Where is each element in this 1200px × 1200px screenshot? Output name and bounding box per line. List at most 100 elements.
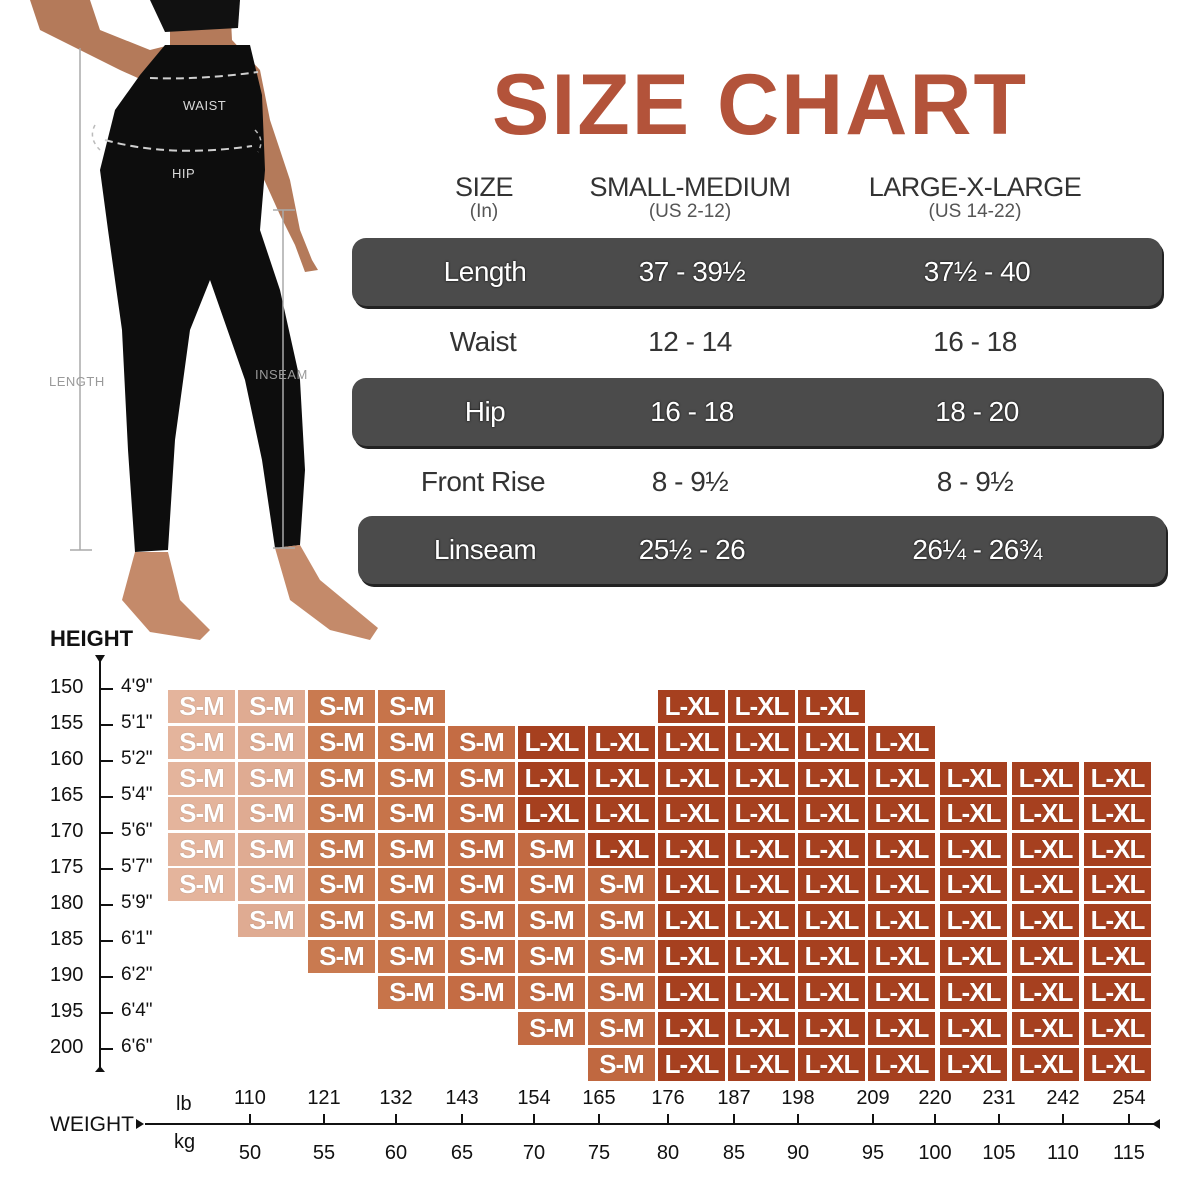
row-lxl-value: 8 - 9½ [936,466,1014,497]
size-cell-lxl: L-XL [940,1012,1007,1045]
size-cell-sm: S-M [448,940,515,973]
weight-kg-label: 65 [450,1142,474,1164]
weight-lb-label: 242 [1046,1087,1080,1109]
weight-lb-label: 231 [982,1087,1016,1109]
weight-lb-label: 198 [781,1087,815,1109]
size-cell-sm: S-M [378,690,445,723]
size-cell-sm: S-M [518,868,585,901]
size-cell-lxl: L-XL [940,833,1007,866]
row-label: Waist [449,326,517,357]
size-cell-sm: S-M [378,976,445,1009]
size-cell-sm: S-M [378,940,445,973]
weight-axis-title: WEIGHT [50,1113,134,1136]
size-cell-lxl: L-XL [728,976,795,1009]
height-cm-label: 190 [50,964,84,986]
size-cell-lxl: L-XL [940,976,1007,1009]
size-cell-sm: S-M [588,868,655,901]
size-cell-lxl: L-XL [798,797,865,830]
weight-lb-label: 110 [234,1087,266,1109]
size-cell-lxl: L-XL [588,833,655,866]
unit-lb-label: lb [176,1093,192,1115]
size-cell-lxl: L-XL [1012,904,1079,937]
weight-tick [598,1114,600,1124]
size-cell-sm: S-M [308,797,375,830]
row-label: Linseam [433,534,537,565]
size-cell-lxl: L-XL [868,976,935,1009]
weight-lb-label: 143 [445,1087,479,1109]
size-cell-sm: S-M [518,833,585,866]
height-tick [101,688,113,690]
size-cell-lxl: L-XL [868,762,935,795]
row-sm-value: 12 - 14 [648,326,732,357]
size-cell-lxl: L-XL [658,976,725,1009]
size-cell-lxl: L-XL [658,726,725,759]
size-cell-sm: S-M [588,1048,655,1081]
size-cell-lxl: L-XL [868,1012,935,1045]
size-cell-lxl: L-XL [1012,762,1079,795]
weight-lb-label: 220 [918,1087,952,1109]
size-cell-sm: S-M [448,726,515,759]
size-cell-lxl: L-XL [588,797,655,830]
weight-tick [998,1114,1000,1124]
size-cell-lxl: L-XL [868,726,935,759]
size-cell-lxl: L-XL [1084,762,1151,795]
table-row-front-rise: Front Rise 8 - 9½ 8 - 9½ [350,448,1162,516]
size-cell-sm: S-M [448,904,515,937]
size-cell-lxl: L-XL [868,940,935,973]
height-ft-label: 5'4" [121,784,153,805]
size-cell-lxl: L-XL [658,833,725,866]
size-cell-lxl: L-XL [728,797,795,830]
height-ft-label: 6'1" [121,928,153,949]
size-cell-sm: S-M [518,976,585,1009]
height-ft-label: 6'2" [121,964,153,985]
size-cell-lxl: L-XL [728,868,795,901]
weight-kg-label: 115 [1113,1142,1145,1164]
height-cm-label: 175 [50,856,84,878]
weight-tick [1128,1114,1130,1124]
row-sm-value: 25½ - 26 [638,534,746,565]
height-tick [101,976,113,978]
height-axis-end-icon [95,1066,105,1072]
row-label: Front Rise [420,466,546,497]
size-cell-lxl: L-XL [798,1048,865,1081]
size-cell-lxl: L-XL [728,940,795,973]
weight-kg-label: 50 [238,1142,262,1164]
size-cell-lxl: L-XL [658,762,725,795]
size-cell-lxl: L-XL [658,1012,725,1045]
size-cell-lxl: L-XL [798,868,865,901]
height-ft-label: 5'1" [121,712,153,733]
size-cell-lxl: L-XL [798,762,865,795]
row-lxl-value: 18 - 20 [935,396,1019,427]
height-cm-label: 160 [50,748,84,770]
weight-tick [934,1114,936,1124]
size-cell-sm: S-M [168,833,235,866]
size-cell-lxl: L-XL [940,797,1007,830]
weight-kg-label: 85 [722,1142,746,1164]
height-cm-label: 180 [50,892,84,914]
size-cell-lxl: L-XL [940,868,1007,901]
weight-kg-label: 100 [918,1142,952,1164]
size-cell-sm: S-M [448,868,515,901]
height-cm-label: 185 [50,928,84,950]
size-cell-sm: S-M [378,833,445,866]
size-cell-lxl: L-XL [1084,868,1151,901]
hip-label: HIP [172,166,196,181]
size-cell-lxl: L-XL [658,868,725,901]
weight-tick [323,1114,325,1124]
weight-tick [1062,1114,1064,1124]
row-lxl-value: 16 - 18 [933,326,1017,357]
size-cell-lxl: L-XL [658,690,725,723]
size-cell-sm: S-M [448,976,515,1009]
size-cell-lxl: L-XL [940,762,1007,795]
height-cm-label: 170 [50,820,84,842]
size-cell-lxl: L-XL [868,1048,935,1081]
weight-lb-label: 154 [517,1087,551,1109]
size-cell-lxl: L-XL [658,1048,725,1081]
size-cell-sm: S-M [308,690,375,723]
size-cell-sm: S-M [308,833,375,866]
table-header: SIZE (In) SMALL-MEDIUM (US 2-12) LARGE-X… [350,172,1170,238]
height-tick [101,940,113,942]
table-row-inseam: Linseam 25½ - 26 26¼ - 26¾ [358,516,1166,584]
height-tick [101,1048,113,1050]
weight-tick [733,1114,735,1124]
